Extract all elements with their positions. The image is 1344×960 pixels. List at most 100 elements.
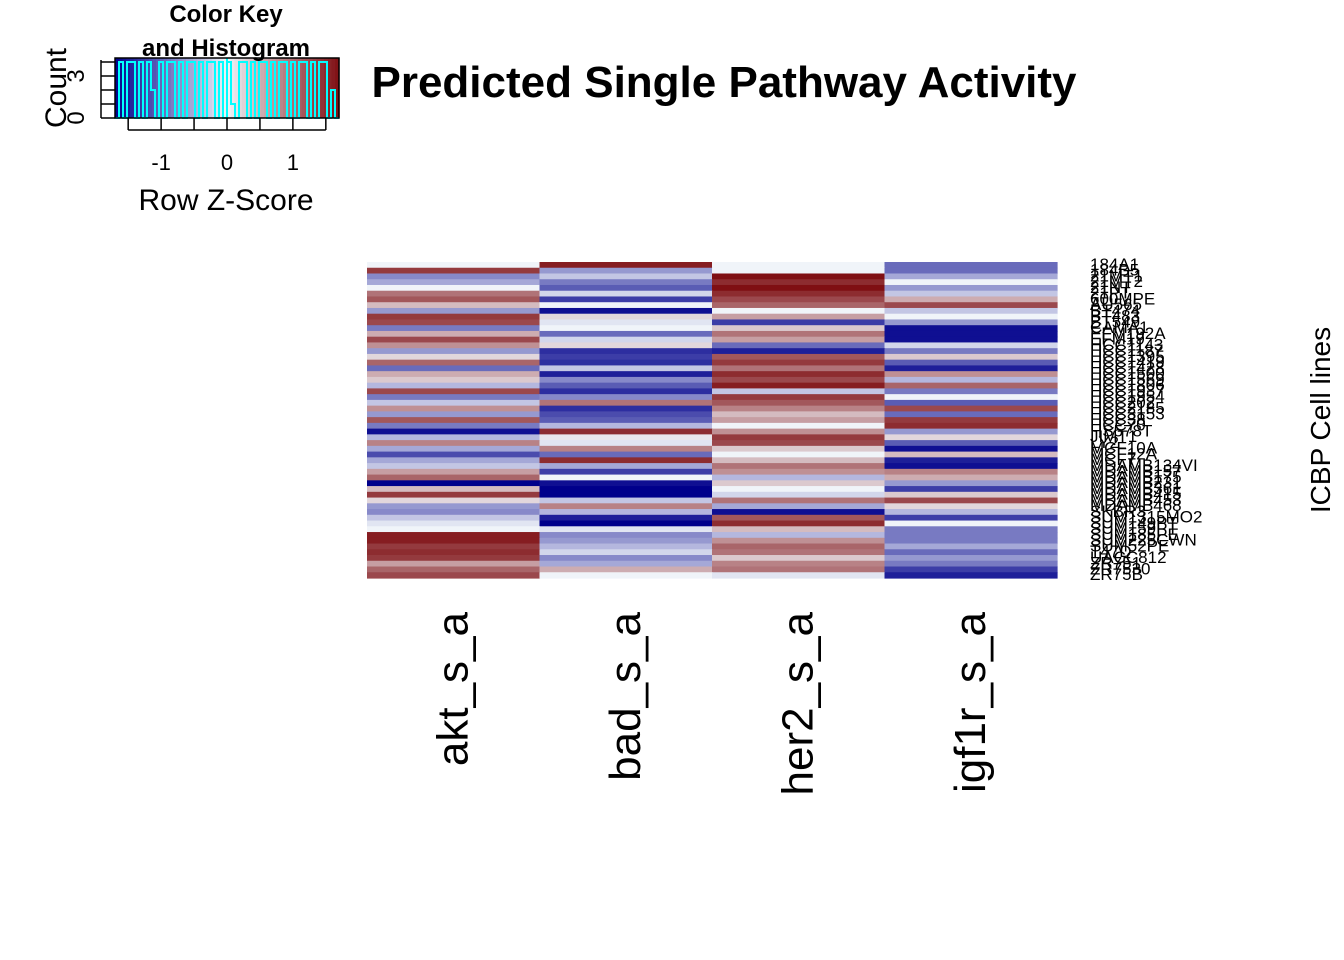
- heatmap-cell: [712, 273, 886, 280]
- heatmap-cell: [712, 399, 886, 407]
- heatmap-cell: [539, 549, 713, 556]
- heatmap-cell: [884, 399, 1058, 407]
- heatmap-cell: [884, 422, 1058, 430]
- heatmap-cell: [712, 532, 886, 539]
- heatmap-cell: [712, 307, 886, 315]
- heatmap-cell: [539, 566, 713, 573]
- heatmap-cell: [712, 302, 886, 309]
- heatmap-cell: [367, 359, 541, 367]
- color-key-gradient-step: [174, 58, 180, 118]
- row-label: HCC1500: [1090, 364, 1165, 383]
- heatmap-cell: [367, 405, 541, 412]
- heatmap-cell: [712, 279, 886, 286]
- heatmap-cell: [884, 284, 1058, 292]
- row-label: MDAMB453: [1090, 490, 1182, 509]
- heatmap-cell: [367, 307, 541, 315]
- heatmap-cell: [712, 440, 886, 447]
- color-key-x-tick-label: 0: [221, 150, 233, 175]
- heatmap-cell: [712, 566, 886, 573]
- row-label: MDAMB175: [1090, 467, 1182, 486]
- column-label: bad_s_a: [601, 611, 650, 780]
- heatmap-cell: [367, 468, 541, 476]
- heatmap-cell: [539, 319, 713, 326]
- heatmap-cell: [884, 497, 1058, 504]
- heatmap-cell: [712, 451, 886, 458]
- heatmap-cell: [712, 371, 886, 378]
- heatmap-cell: [539, 474, 713, 481]
- color-key-title-line1: Color Key: [169, 1, 283, 28]
- row-label: HCC2185: [1090, 399, 1165, 418]
- row-label: MDAMB231: [1090, 473, 1182, 492]
- heatmap-cell: [367, 319, 541, 326]
- row-label: SUM1315MO2: [1090, 508, 1202, 527]
- heatmap-cell: [539, 434, 713, 441]
- heatmap-cell: [367, 336, 541, 344]
- color-key-gradient-step: [167, 58, 172, 118]
- heatmap-cells: [367, 262, 1058, 579]
- heatmap-cell: [712, 290, 886, 298]
- color-key-gradient-step: [215, 58, 221, 118]
- heatmap-cell: [884, 302, 1058, 309]
- heatmap-cell: [539, 422, 713, 430]
- color-key-gradient-step: [234, 58, 239, 118]
- heatmap-cell: [884, 514, 1058, 522]
- heatmap-cell: [367, 394, 541, 401]
- row-label: BT474: [1090, 301, 1140, 320]
- color-key-gradient-step: [241, 58, 247, 118]
- heatmap-cell: [367, 428, 541, 435]
- color-key-gradient-step: [129, 58, 135, 118]
- heatmap-cell: [712, 537, 886, 545]
- heatmap-cell: [539, 514, 713, 522]
- heatmap-cell: [367, 365, 541, 372]
- heatmap-cell: [884, 532, 1058, 539]
- heatmap-cell: [367, 463, 541, 470]
- heatmap-cell: [367, 543, 541, 550]
- heatmap-cell: [712, 549, 886, 556]
- heatmap-cell: [367, 273, 541, 280]
- heatmap-cell: [884, 411, 1058, 418]
- heatmap-cell: [712, 417, 886, 424]
- row-label: SUM185PE: [1090, 525, 1179, 544]
- heatmap-cell: [367, 486, 541, 493]
- heatmap-cell: [884, 503, 1058, 510]
- color-key-gradient-step: [122, 58, 127, 118]
- heatmap-cell: [712, 313, 886, 321]
- heatmap-cell: [539, 537, 713, 545]
- heatmap-cell: [884, 572, 1058, 579]
- row-label: HCC1806: [1090, 376, 1165, 395]
- heatmap-cell: [539, 520, 713, 527]
- heatmap-cell: [712, 428, 886, 435]
- heatmap-cell: [712, 411, 886, 418]
- heatmap-cell: [884, 348, 1058, 355]
- row-label: JIMT1: [1090, 427, 1137, 446]
- heatmap-cell: [367, 399, 541, 407]
- heatmap-cell: [712, 543, 886, 550]
- heatmap-cell: [539, 262, 713, 269]
- heatmap-cell: [712, 365, 886, 372]
- heatmap-cell: [539, 440, 713, 447]
- heatmap-cell: [712, 526, 886, 533]
- heatmap-cell: [539, 296, 713, 303]
- heatmap-cell: [712, 388, 886, 395]
- heatmap-cell: [539, 325, 713, 332]
- heatmap-cell: [367, 302, 541, 309]
- color-key-gradient-step: [219, 58, 224, 118]
- color-key-gradient-step: [331, 58, 336, 118]
- row-label: 21NT: [1090, 278, 1132, 297]
- heatmap-cell: [539, 480, 713, 487]
- heatmap-cell: [884, 566, 1058, 573]
- heatmap-cell: [539, 445, 713, 453]
- color-key-gradient-step: [238, 58, 243, 118]
- heatmap-cell: [367, 313, 541, 321]
- heatmap-cell: [884, 560, 1058, 568]
- row-axis-label: ICBP Cell lines: [1305, 327, 1336, 513]
- color-key-x-ticks: -1 0 1: [127, 118, 327, 175]
- row-label: ZR75B: [1090, 565, 1143, 584]
- row-label: MDAMB134VI: [1090, 456, 1198, 475]
- row-label: HCC3153: [1090, 404, 1165, 423]
- heatmap-cell: [884, 405, 1058, 412]
- heatmap-cell: [712, 422, 886, 430]
- heatmap-cell: [539, 451, 713, 458]
- heatmap-cell: [884, 549, 1058, 556]
